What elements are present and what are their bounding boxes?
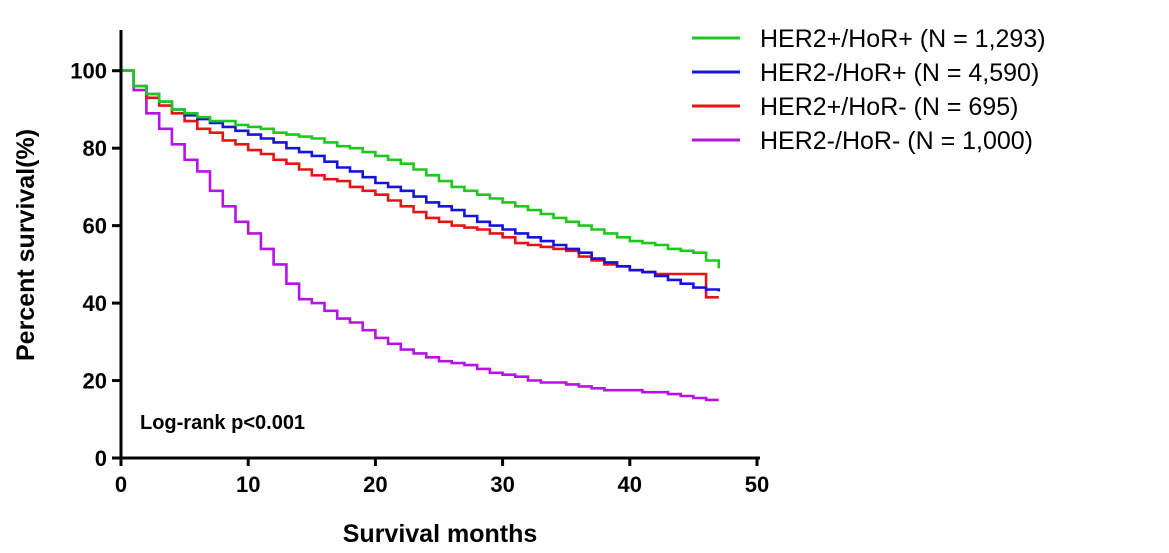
- x-tick-label: 20: [363, 472, 387, 497]
- x-tick-label: 50: [745, 472, 769, 497]
- y-tick-label: 20: [83, 369, 107, 394]
- legend-label: HER2-/HoR+ (N = 4,590): [760, 59, 1039, 87]
- x-tick-label: 30: [490, 472, 514, 497]
- x-tick-label: 10: [236, 472, 260, 497]
- legend-label: HER2+/HoR- (N = 695): [760, 93, 1018, 121]
- legend: HER2+/HoR+ (N = 1,293) HER2-/HoR+ (N = 4,…: [692, 25, 1046, 155]
- y-axis-title: Percent survival(%): [12, 129, 40, 361]
- series-line-0: [121, 69, 721, 269]
- log-rank-annotation: Log-rank p<0.001: [140, 412, 305, 434]
- x-tick-label: 40: [618, 472, 642, 497]
- y-tick-label: 40: [83, 291, 107, 316]
- x-tick-label: 0: [115, 472, 127, 497]
- plot-curves: [121, 69, 721, 402]
- legend-label: HER2-/HoR- (N = 1,000): [760, 127, 1033, 155]
- series-line-3: [121, 69, 719, 402]
- legend-label: HER2+/HoR+ (N = 1,293): [760, 25, 1046, 53]
- y-tick-label: 60: [83, 214, 107, 239]
- x-axis-title: Survival months: [343, 520, 538, 548]
- axis-ticks: 0 10 20 30 40 50 0 20 40 60 80 100: [70, 59, 769, 497]
- y-tick-label: 80: [83, 136, 107, 161]
- y-tick-label: 100: [70, 59, 107, 84]
- series-line-1: [121, 69, 721, 292]
- y-tick-label: 0: [95, 446, 107, 471]
